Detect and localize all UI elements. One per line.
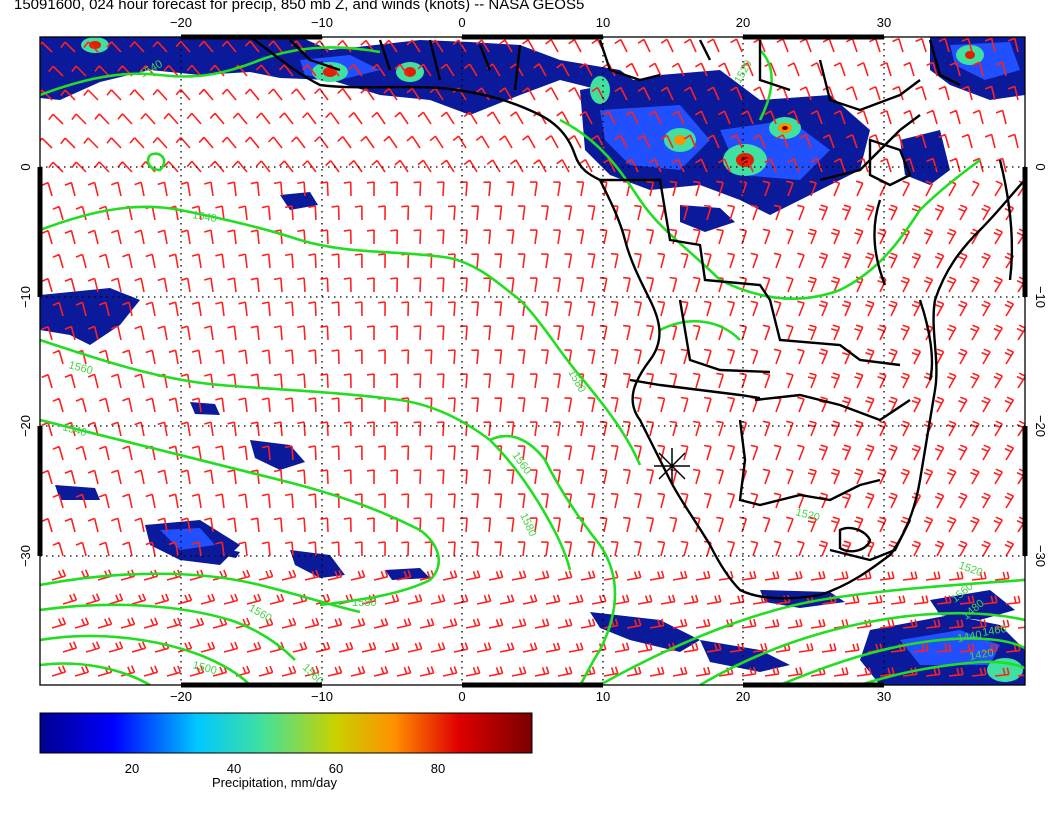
axis-bars xyxy=(37,34,1028,688)
colorbar-tick-label: 40 xyxy=(227,761,241,776)
x-tick-label: 0 xyxy=(458,689,465,704)
colorbar-tick-label: 60 xyxy=(329,761,343,776)
x-tick-label: 30 xyxy=(877,15,891,30)
gridlines xyxy=(40,37,1025,685)
x-tick-label: 10 xyxy=(596,689,610,704)
map-title: 15091600, 024 hour forecast for precip, … xyxy=(14,0,585,13)
y-tick-labels-right: 0 −10 −20 −30 xyxy=(1033,163,1048,567)
x-tick-label: 30 xyxy=(877,689,891,704)
colorbar-tick-label: 20 xyxy=(125,761,139,776)
x-tick-label: 0 xyxy=(458,15,465,30)
y-tick-label: 0 xyxy=(1033,163,1048,170)
x-tick-label: −10 xyxy=(311,15,333,30)
station-marker xyxy=(654,448,690,484)
colorbar xyxy=(39,712,533,754)
contour-label: 1580 xyxy=(352,597,376,609)
y-tick-label: −30 xyxy=(18,545,33,567)
contour-label: 1460 xyxy=(981,623,1007,639)
contour-label: 1540 xyxy=(191,209,217,225)
colorbar-ticks: 20 40 60 80 xyxy=(125,761,445,776)
x-tick-labels-bottom: −20 −10 0 10 20 30 xyxy=(170,689,891,704)
contour-label: 1420 xyxy=(968,647,994,663)
x-tick-label: 20 xyxy=(736,15,750,30)
coastlines xyxy=(249,37,1025,600)
x-tick-labels-top: −20 −10 0 10 20 30 xyxy=(170,15,891,30)
x-tick-label: 10 xyxy=(596,15,610,30)
y-tick-label: −20 xyxy=(1033,415,1048,437)
colorbar-tick-label: 80 xyxy=(431,761,445,776)
x-tick-label: 20 xyxy=(736,689,750,704)
y-tick-label: 0 xyxy=(18,163,33,170)
height-contours xyxy=(40,46,1025,685)
y-tick-label: −10 xyxy=(1033,286,1048,308)
y-tick-labels-left: 0 −10 −20 −30 xyxy=(18,163,33,567)
x-tick-label: −20 xyxy=(170,15,192,30)
colorbar-title: Precipitation, mm/day xyxy=(212,775,337,790)
y-tick-label: −30 xyxy=(1033,545,1048,567)
y-tick-label: −20 xyxy=(18,415,33,437)
precip-layer xyxy=(40,37,1025,685)
y-tick-label: −10 xyxy=(18,286,33,308)
contour-label: 1440 xyxy=(956,629,982,645)
x-tick-label: −20 xyxy=(170,689,192,704)
x-tick-label: −10 xyxy=(311,689,333,704)
